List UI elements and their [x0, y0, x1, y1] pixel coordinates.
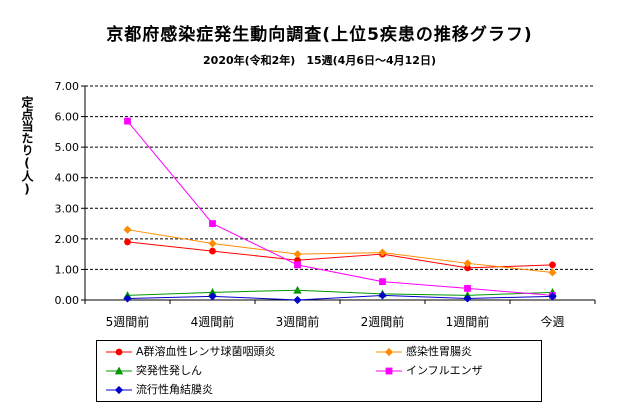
x-category-label: 1週間前 — [446, 314, 490, 329]
legend-swatch — [376, 367, 402, 375]
data-point — [124, 117, 131, 125]
legend-marker — [385, 367, 393, 375]
data-point — [379, 278, 386, 286]
legend-label: 流行性角結膜炎 — [136, 383, 213, 396]
x-category-label: 4週間前 — [191, 314, 235, 329]
legend-swatch — [106, 366, 132, 375]
y-tick-label: 1.00 — [55, 263, 80, 276]
legend-marker — [115, 348, 123, 356]
data-point — [378, 248, 387, 257]
data-point — [548, 292, 557, 301]
legend-item: 突発性発しん — [105, 363, 202, 379]
series-layer — [123, 117, 557, 305]
series-line — [127, 241, 553, 269]
data-point — [209, 247, 216, 255]
x-category-label: 今週 — [540, 314, 564, 329]
data-point — [208, 239, 217, 248]
series-line — [127, 229, 553, 273]
data-point — [293, 250, 302, 259]
series-line — [127, 289, 553, 296]
y-tick-label: 6.00 — [55, 111, 80, 124]
data-point — [463, 259, 472, 268]
data-point — [548, 268, 557, 277]
legend-marker — [384, 347, 394, 357]
data-point — [123, 225, 132, 234]
y-tick-label: 4.00 — [55, 172, 80, 185]
legend-swatch — [106, 385, 132, 395]
legend: A群溶血性レンサ球菌咽頭炎 感染性胃腸炎突発性発しん インフルエンザ流行性角結膜炎 — [96, 340, 542, 402]
legend-item: 流行性角結膜炎 — [105, 382, 213, 398]
x-category-label: 3週間前 — [276, 314, 320, 329]
legend-label: 感染性胃腸炎 — [406, 345, 472, 358]
data-point — [123, 294, 132, 303]
y-tick-label: 7.00 — [55, 80, 80, 93]
legend-label: 突発性発しん — [136, 364, 202, 377]
data-point — [464, 284, 471, 292]
series-5 — [123, 291, 557, 305]
y-tick-label: 5.00 — [55, 141, 80, 154]
x-category-label: 5週間前 — [106, 314, 150, 329]
legend-marker — [114, 385, 124, 395]
legend-label: インフルエンザ — [406, 364, 483, 377]
gridlines — [85, 85, 595, 270]
x-category-label: 2週間前 — [361, 314, 405, 329]
series-2 — [123, 225, 557, 277]
data-point — [378, 291, 387, 300]
data-point — [294, 261, 301, 269]
y-tick-label: 3.00 — [55, 202, 80, 215]
legend-swatch — [106, 348, 132, 356]
series-line — [127, 120, 553, 296]
y-tick-label: 0.00 — [55, 294, 80, 307]
legend-item: 感染性胃腸炎 — [375, 344, 472, 360]
legend-item: インフルエンザ — [375, 363, 483, 379]
data-point — [208, 292, 217, 301]
data-point — [463, 294, 472, 303]
data-point — [124, 238, 131, 246]
chart-title: 京都府感染症発生動向調査(上位5疾患の推移グラフ) — [106, 25, 533, 45]
data-point — [549, 261, 556, 269]
y-tick-label: 2.00 — [55, 233, 80, 246]
series-line — [127, 294, 553, 301]
legend-swatch — [376, 347, 402, 357]
legend-label: A群溶血性レンサ球菌咽頭炎 — [136, 345, 276, 358]
legend-item: A群溶血性レンサ球菌咽頭炎 — [105, 344, 276, 360]
data-point — [209, 220, 216, 227]
axes: 0.00 1.00 2.00 3.00 4.00 5.00 6.00 7.00 5週間前 4週間前… — [55, 80, 596, 329]
line-chart: 0.00 1.00 2.00 3.00 4.00 5.00 6.00 7.00 5週間前 4週間前… — [55, 80, 596, 329]
data-point — [293, 295, 302, 305]
y-axis-label: 定点当たり(人) — [20, 96, 34, 196]
data-point — [293, 285, 302, 294]
chart-subtitle: 2020年(令和2年) 15週(4月6日～4月12日) — [203, 54, 436, 67]
legend-marker — [114, 366, 124, 375]
